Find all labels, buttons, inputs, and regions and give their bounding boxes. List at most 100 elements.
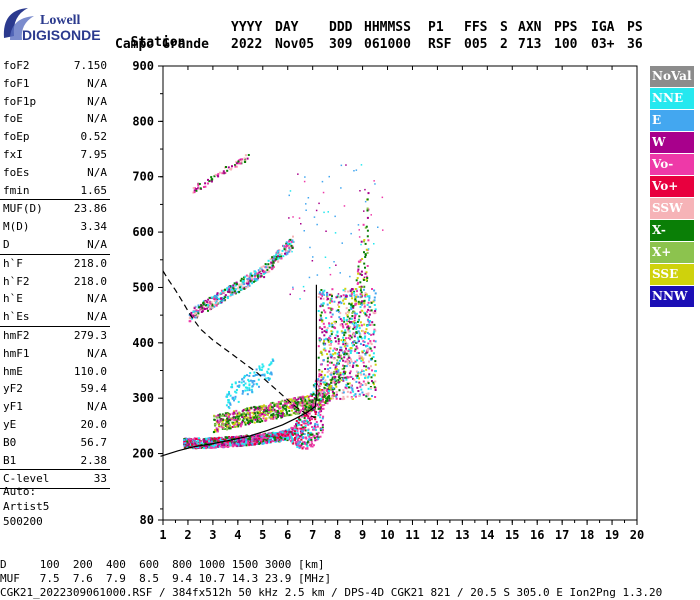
echo-point	[202, 438, 205, 441]
echo-point	[269, 433, 272, 436]
echo-point	[285, 411, 288, 414]
echo-point	[225, 439, 228, 442]
echo-point	[345, 383, 348, 386]
echo-point	[345, 337, 347, 340]
echo-point	[336, 335, 339, 338]
echo-point	[216, 420, 219, 423]
echo-point	[206, 304, 209, 307]
echo-point	[213, 300, 216, 303]
echo-point	[339, 371, 342, 374]
echo-point	[364, 377, 366, 379]
echo-point	[283, 431, 286, 434]
echo-point	[364, 353, 367, 356]
param-name: M(D)	[3, 220, 30, 234]
echo-point	[303, 433, 306, 436]
echo-point	[297, 408, 300, 411]
echo-point	[258, 274, 261, 277]
echo-point	[283, 248, 286, 251]
echo-point	[221, 172, 224, 175]
echo-point	[287, 242, 290, 245]
echo-point	[290, 244, 293, 247]
echo-point	[193, 313, 196, 316]
echo-point	[351, 288, 354, 291]
echo-point	[336, 373, 338, 375]
echo-point	[341, 392, 344, 394]
echo-point	[303, 414, 305, 417]
echo-point	[211, 304, 214, 307]
echo-point	[230, 385, 233, 388]
echo-point	[363, 302, 366, 305]
echo-point	[293, 407, 296, 410]
echo-point	[359, 335, 362, 338]
echo-point	[197, 187, 200, 190]
echo-point	[284, 400, 287, 403]
echo-point	[270, 414, 273, 417]
header-label-s: S	[500, 20, 508, 35]
echo-point	[356, 377, 359, 379]
echo-point	[317, 395, 320, 398]
echo-point	[316, 274, 319, 276]
echo-point	[258, 408, 261, 411]
echo-point	[234, 417, 237, 420]
param-name: B0	[3, 435, 17, 449]
echo-point	[330, 315, 333, 318]
echo-point	[338, 389, 341, 392]
echo-point	[356, 324, 359, 327]
echo-point	[254, 275, 256, 278]
echo-point	[320, 410, 323, 413]
param-name: h`F2	[3, 274, 30, 288]
header-label-iga: IGA	[591, 20, 615, 35]
echo-point	[285, 409, 288, 412]
echo-point	[285, 253, 288, 256]
echo-point	[357, 340, 360, 343]
echo-point	[314, 426, 317, 429]
echo-point	[186, 446, 189, 449]
echo-point	[369, 309, 372, 312]
echo-point	[268, 439, 271, 442]
echo-point	[326, 353, 329, 356]
echo-point	[239, 158, 242, 161]
echo-point	[184, 443, 187, 446]
echo-point	[280, 255, 283, 258]
echo-point	[346, 318, 348, 321]
echo-point	[249, 414, 252, 417]
echo-point	[337, 301, 340, 304]
echo-point	[302, 422, 305, 425]
echo-point	[238, 441, 240, 444]
echo-point	[343, 350, 346, 353]
echo-point	[357, 265, 360, 268]
echo-point	[355, 302, 358, 305]
echo-point	[349, 370, 352, 373]
echo-point	[191, 316, 194, 319]
echo-point	[359, 385, 362, 388]
echo-point	[211, 446, 214, 449]
echo-point	[348, 361, 351, 364]
echo-point	[348, 364, 351, 367]
echo-point	[354, 393, 357, 396]
echo-point	[357, 390, 360, 392]
echo-point	[370, 333, 372, 336]
echo-point	[327, 390, 330, 393]
echo-point	[300, 424, 303, 427]
header-value-pps: 100	[554, 37, 578, 52]
echo-point	[199, 308, 202, 311]
echo-point	[299, 401, 302, 404]
echo-point	[185, 439, 188, 441]
echo-point	[286, 402, 288, 405]
echo-point	[319, 401, 322, 404]
echo-point	[328, 350, 331, 353]
echo-point	[304, 398, 307, 401]
echo-point	[268, 416, 271, 419]
echo-point	[310, 395, 313, 397]
echo-point	[190, 443, 192, 446]
echo-point	[226, 395, 229, 398]
echo-point	[239, 444, 242, 447]
echo-point	[307, 422, 310, 425]
echo-point	[365, 314, 368, 317]
echo-point	[237, 438, 240, 441]
echo-point	[275, 410, 278, 413]
echo-point	[231, 396, 234, 399]
echo-point	[298, 217, 301, 219]
echo-point	[289, 413, 292, 416]
echo-point	[348, 382, 351, 385]
